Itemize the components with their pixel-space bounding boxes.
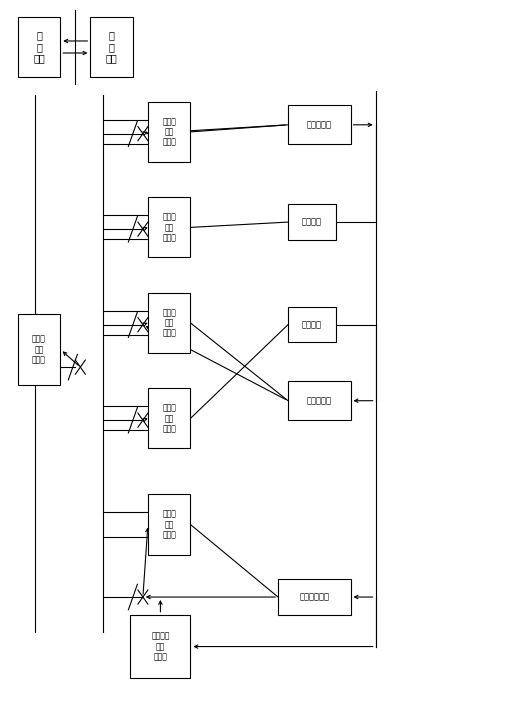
Text: 分布式
单元
控制层: 分布式 单元 控制层 — [162, 510, 176, 540]
Text: 采样返回数据: 采样返回数据 — [299, 593, 329, 602]
Text: 信息传输层: 信息传输层 — [306, 120, 331, 129]
Bar — [147, 293, 190, 353]
Bar — [287, 381, 350, 420]
Text: 应用报文: 应用报文 — [301, 320, 321, 329]
Bar — [147, 102, 190, 162]
Text: 分布式
单元
控制层: 分布式 单元 控制层 — [32, 334, 46, 364]
Text: 无功补偿
单元
控制层: 无功补偿 单元 控制层 — [151, 632, 169, 662]
Text: 分布式
单元
控制层: 分布式 单元 控制层 — [162, 308, 176, 338]
Text: 采样传输层: 采样传输层 — [306, 396, 331, 405]
Bar — [18, 314, 60, 385]
Text: 图
电
大卡: 图 电 大卡 — [33, 31, 45, 63]
Text: 图
电
微电: 图 电 微电 — [106, 31, 117, 63]
Bar — [147, 494, 190, 555]
Bar — [147, 198, 190, 257]
Bar — [287, 307, 335, 342]
Bar — [130, 615, 190, 678]
Bar — [18, 17, 60, 77]
Bar — [287, 106, 350, 144]
Bar — [90, 17, 133, 77]
Bar — [287, 205, 335, 240]
Bar — [147, 389, 190, 448]
Text: 分布式
单元
控制层: 分布式 单元 控制层 — [162, 212, 176, 242]
Text: 分布式
单元
控制层: 分布式 单元 控制层 — [162, 404, 176, 434]
Bar — [277, 580, 350, 615]
Text: 分布式
单元
控制层: 分布式 单元 控制层 — [162, 117, 176, 147]
Text: 应用报文: 应用报文 — [301, 217, 321, 227]
